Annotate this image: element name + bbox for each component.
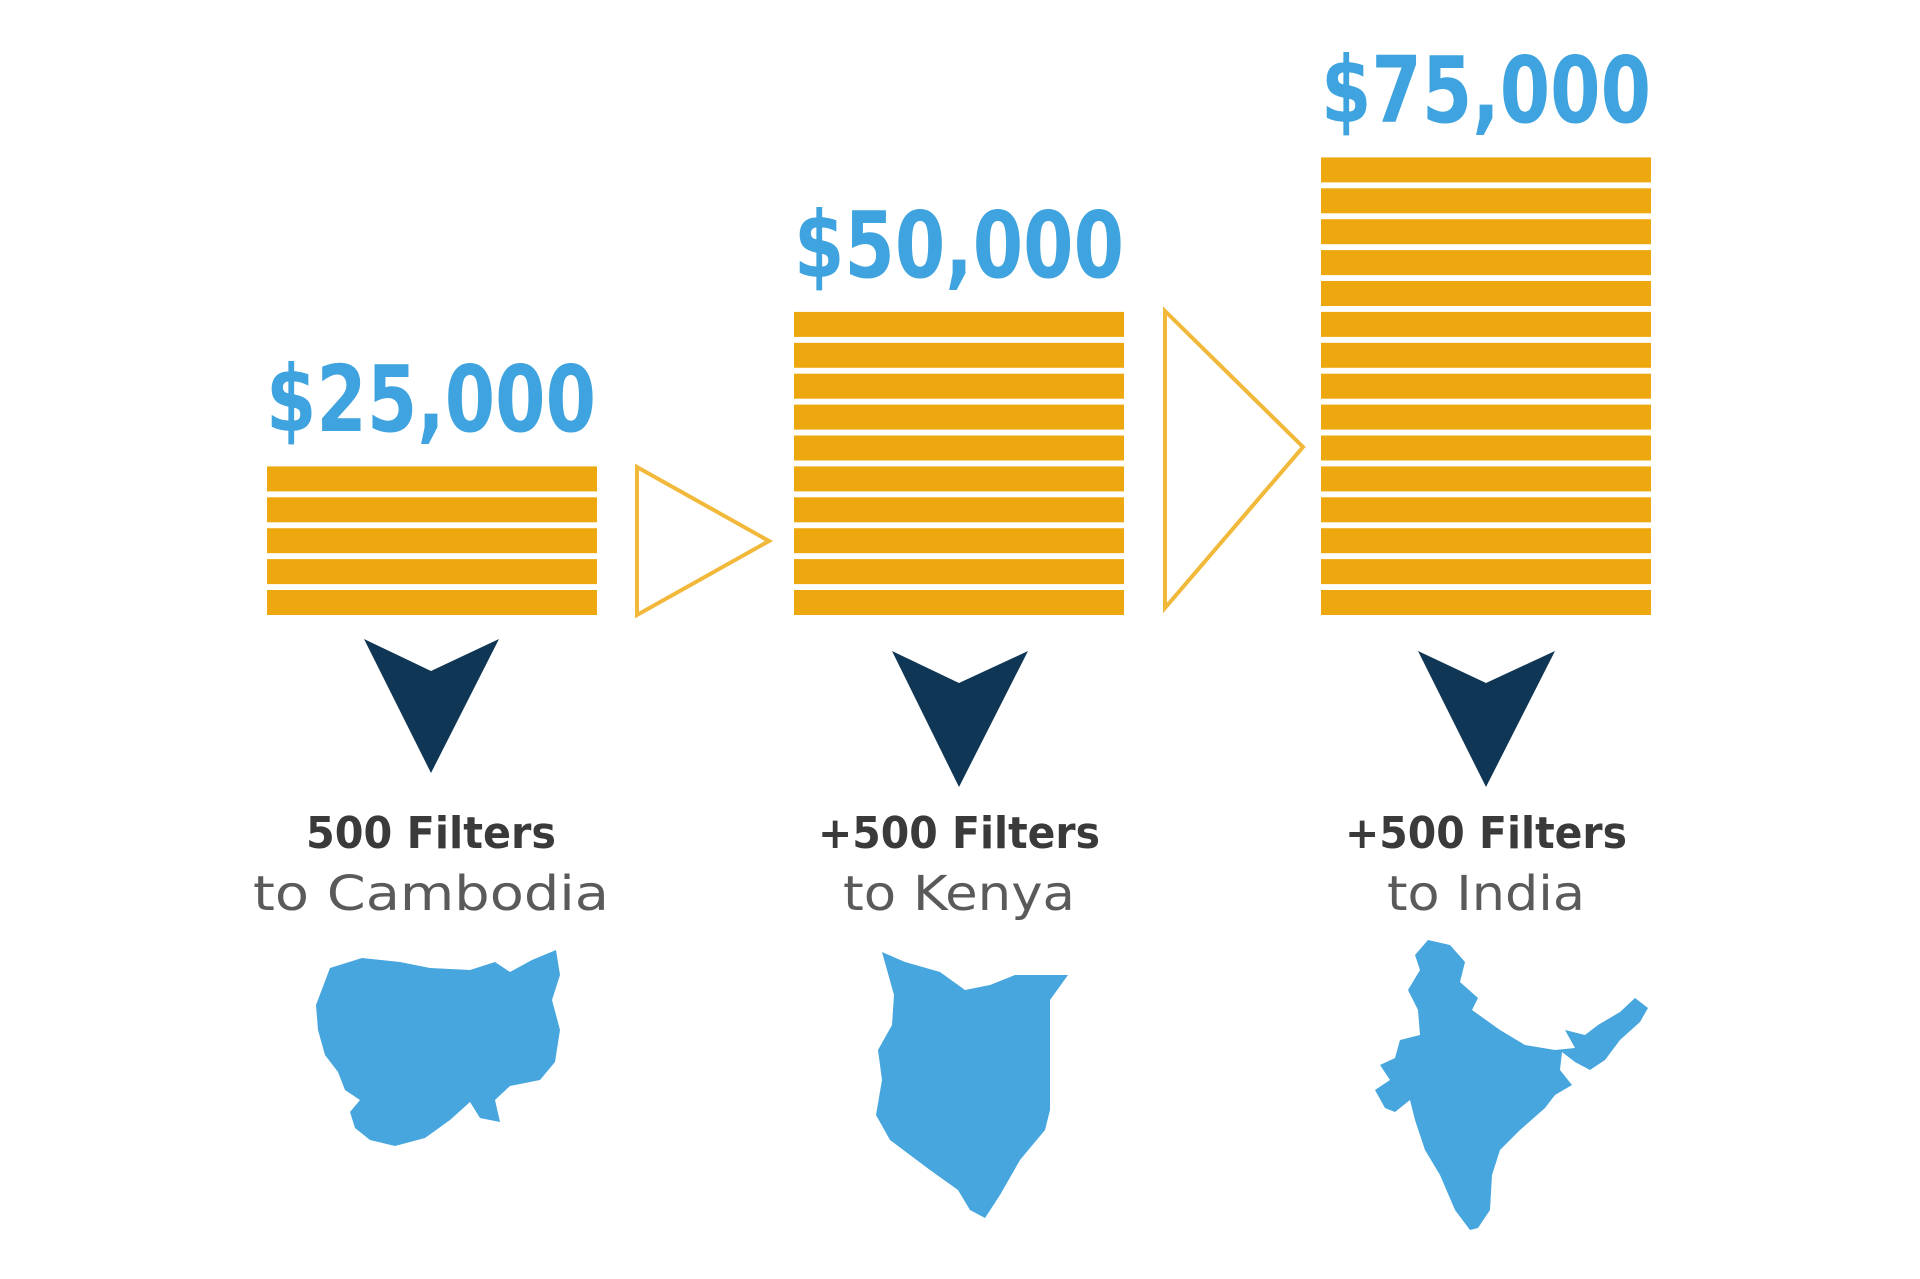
stack-stripe xyxy=(794,559,1124,585)
hollow-arrow-right-icon xyxy=(1163,306,1306,614)
destination-label-india: to India xyxy=(1387,866,1585,922)
stack-stripe xyxy=(794,373,1124,399)
stack-stripe xyxy=(794,435,1124,461)
stack-stripe xyxy=(1321,528,1651,554)
india-map-icon xyxy=(1375,940,1648,1230)
down-arrow-icon xyxy=(364,639,499,773)
stack-stripe xyxy=(267,559,597,585)
value-label-kenya: $50,000 xyxy=(794,192,1124,299)
stack-stripe xyxy=(267,590,597,615)
stack-stripe xyxy=(794,342,1124,368)
stack-stripe xyxy=(1321,281,1651,306)
stack-stripe xyxy=(1321,250,1651,276)
stack-stripe xyxy=(1321,157,1651,183)
stack-stripe xyxy=(1321,590,1651,615)
stack-stripe xyxy=(1321,188,1651,214)
down-arrow-icon xyxy=(892,651,1028,787)
stack-stripe xyxy=(794,311,1124,337)
stack-stripe xyxy=(1321,404,1651,430)
stack-stripe xyxy=(1321,219,1651,245)
stack-stripe xyxy=(1321,497,1651,523)
coin-stack-kenya xyxy=(794,311,1124,615)
filters-label-cambodia: 500 Filters xyxy=(306,808,556,859)
value-label-india: $75,000 xyxy=(1321,37,1651,144)
stack-stripe xyxy=(1321,435,1651,461)
stack-stripe xyxy=(794,466,1124,492)
stack-stripe xyxy=(1321,466,1651,492)
stack-stripe xyxy=(1321,373,1651,399)
stack-stripe xyxy=(267,497,597,523)
hollow-arrow-right-icon xyxy=(635,463,774,619)
stack-stripe xyxy=(794,590,1124,615)
coin-stack-india xyxy=(1321,157,1651,615)
stack-stripe xyxy=(1321,311,1651,337)
stack-stripe xyxy=(794,528,1124,554)
stack-stripe xyxy=(794,497,1124,523)
stack-stripe xyxy=(267,466,597,492)
stack-stripe xyxy=(1321,559,1651,585)
stack-stripe xyxy=(794,404,1124,430)
filters-label-india: +500 Filters xyxy=(1345,808,1627,859)
destination-label-kenya: to Kenya xyxy=(843,866,1075,922)
value-label-cambodia: $25,000 xyxy=(266,346,596,453)
destination-label-cambodia: to Cambodia xyxy=(253,866,609,922)
kenya-map-icon xyxy=(876,952,1068,1218)
coin-stack-cambodia xyxy=(267,466,597,615)
down-arrow-icon xyxy=(1418,651,1555,787)
filters-label-kenya: +500 Filters xyxy=(818,808,1100,859)
stack-stripe xyxy=(1321,342,1651,368)
cambodia-map-icon xyxy=(316,950,560,1146)
stack-stripe xyxy=(267,528,597,554)
